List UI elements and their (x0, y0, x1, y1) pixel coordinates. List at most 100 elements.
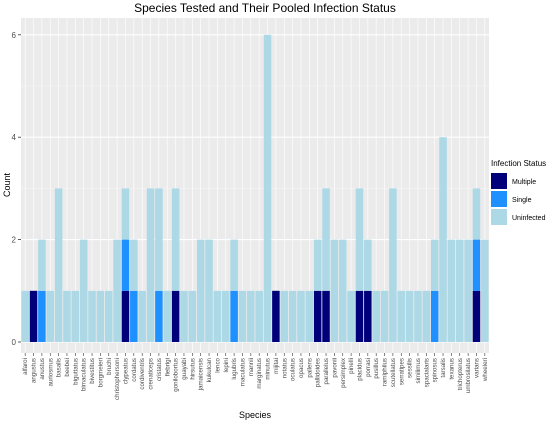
bar-uninfected-cordiventris (138, 290, 146, 342)
bar-uninfected-persimplex (338, 239, 347, 342)
x-tick-label: basalis (56, 358, 63, 377)
bar-uninfected-pavonii (330, 239, 339, 342)
bar-multiple-placidus (355, 290, 364, 342)
bar-single-lugubris (230, 290, 238, 342)
x-tick-label: crenaticeps (148, 358, 155, 390)
legend-key-uninfected (491, 209, 507, 225)
x-tick-label: mijitai (273, 358, 280, 374)
x-tick-label: biguttatus (72, 358, 79, 385)
bar-uninfected-opacus (297, 290, 305, 342)
legend-key-multiple (491, 173, 507, 189)
bar-uninfected-hirsutus (188, 290, 197, 342)
bar-uninfected-umbrosilatus (464, 239, 472, 342)
x-tick-label: angustus (31, 358, 38, 383)
x-tick-label: pallidoides (315, 358, 322, 387)
y-tick-label: 4 (12, 133, 17, 142)
bar-uninfected-fiebrigi (163, 290, 172, 342)
x-tick-label: gonilobortus (173, 358, 180, 392)
bar-multiple-parallelus (322, 290, 330, 342)
bar-uninfected-guayabi (180, 290, 188, 342)
x-tick-label: jamaicensis (198, 358, 205, 391)
bar-uninfected-spinosus (430, 239, 439, 291)
x-tick-label: similimus (415, 358, 422, 383)
x-tick-label: umbrosilatus (465, 358, 472, 393)
bar-multiple-pallidoides (313, 290, 322, 342)
bar-uninfected-pallidoides (313, 239, 322, 291)
x-tick-label: trichopterus (457, 358, 464, 390)
bars (21, 34, 489, 343)
bar-multiple-varians (472, 290, 481, 342)
bar-uninfected-crenaticeps (146, 188, 155, 342)
x-tick-label: porrasi (365, 358, 372, 377)
bar-uninfected-marginatus (255, 290, 263, 342)
bar-uninfected-pusillus (372, 290, 380, 342)
x-tick-label: varians (473, 358, 480, 378)
bar-uninfected-beebei (63, 290, 71, 342)
bar-uninfected-borgmeieri (96, 290, 105, 342)
x-tick-label: lugubris (231, 358, 238, 380)
x-tick-label: kukulcan (206, 357, 213, 382)
x-tick-label: pallens (306, 358, 313, 378)
legend-key-single (491, 191, 507, 207)
bar-uninfected-anustus (38, 239, 46, 291)
bar-multiple-gonilobortus (171, 290, 180, 342)
x-tick-label: spacialaris (423, 358, 430, 387)
bar-uninfected-christophersoni (113, 239, 121, 342)
x-tick-label: christophersoni (114, 358, 121, 400)
bar-uninfected-porrasi (364, 239, 372, 291)
x-tick-label: fiebrigi (164, 358, 171, 376)
x-tick-label: lenco (214, 357, 221, 372)
bar-single-anustus (38, 290, 46, 342)
bar-multiple-clypeatus (121, 290, 130, 342)
x-tick-label: bivestitus (89, 358, 96, 384)
x-tick-label: marginatus (256, 358, 263, 389)
bar-single-cordatus (130, 290, 138, 342)
bar-uninfected-similimus (414, 290, 422, 342)
bar-uninfected-placidus (355, 188, 364, 291)
x-tick-label: maculatus (239, 358, 246, 386)
legend: Infection Status Multiple Single Uninfecte… (491, 159, 546, 225)
y-tick-label: 2 (12, 236, 17, 245)
bar-uninfected-notatus (280, 290, 289, 342)
bar-uninfected-scutellatus (389, 188, 397, 342)
x-tick-label: borgmeieri (97, 358, 104, 387)
legend-label-multiple: Multiple (512, 179, 536, 186)
bar-uninfected-alfaroi (21, 290, 29, 342)
x-tick-label: clypeatus (122, 358, 129, 384)
x-tick-label: cristatus (156, 358, 163, 381)
x-tick-label: tarsalis (440, 358, 447, 378)
bar-uninfected-parallelus (322, 188, 330, 291)
x-tick-label: opacus (298, 358, 305, 378)
bar-uninfected-bimaculatus (79, 239, 88, 342)
bar-uninfected-oculatus (288, 290, 297, 342)
bar-uninfected-jamaicensis (196, 239, 205, 342)
x-tick-label: bimaculatus (81, 358, 88, 391)
x-tick-label: oculatus (290, 358, 297, 381)
x-tick-label: pavonii (331, 358, 338, 378)
bar-uninfected-basalis (54, 188, 63, 342)
bar-single-varians (472, 239, 481, 291)
bar-multiple-porrasi (364, 290, 372, 342)
x-tick-label: minutus (265, 358, 272, 380)
bar-uninfected-mannii (247, 290, 255, 342)
bar-uninfected-sessilis (405, 290, 414, 342)
x-tick-label: pusillus (373, 358, 380, 379)
x-tick-label: cordatus (131, 358, 138, 382)
bar-uninfected-lenco (213, 290, 222, 342)
x-axis: alfaroi angustus anustus auriosmus basalis be… (22, 353, 489, 400)
x-tick-label: serratipes (398, 358, 405, 385)
x-tick-label: beebei (64, 358, 71, 377)
y-tick-label: 6 (12, 31, 17, 40)
x-tick-label: persimplex (340, 357, 347, 388)
legend-label-uninfected: Uninfected (512, 215, 546, 222)
x-tick-label: hirsutus (189, 358, 196, 380)
x-tick-label: pinelli (348, 358, 355, 374)
bar-uninfected-maculatus (238, 290, 247, 342)
bar-uninfected-gonilobortus (171, 188, 180, 291)
bar-multiple-mijitai (272, 290, 280, 342)
x-tick-label: wheeleri (482, 358, 489, 382)
bar-uninfected-biguttatus (71, 290, 80, 342)
bar-uninfected-kukulcan (205, 239, 213, 342)
x-tick-label: bruchi (106, 358, 113, 375)
